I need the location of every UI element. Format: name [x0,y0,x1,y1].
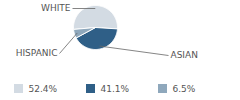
svg-text:WHITE: WHITE [41,3,71,13]
svg-text:52.4%: 52.4% [29,84,58,94]
svg-text:ASIAN: ASIAN [171,50,198,60]
svg-text:6.5%: 6.5% [173,84,196,94]
svg-text:HISPANIC: HISPANIC [16,48,58,58]
svg-text:41.1%: 41.1% [101,84,130,94]
